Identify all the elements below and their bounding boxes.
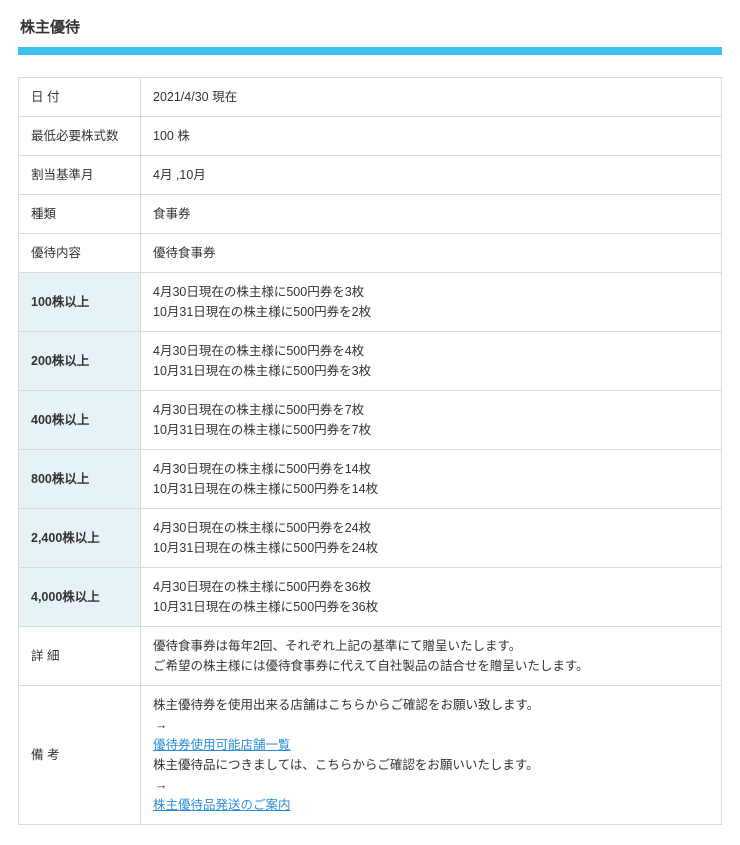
tier-row: 4,000株以上 4月30日現在の株主様に500円券を36枚 10月31日現在の… xyxy=(19,568,722,627)
label-date: 日 付 xyxy=(19,78,141,117)
arrow-icon: → xyxy=(153,715,709,735)
value-detail: 優待食事券は毎年2回、それぞれ上記の基準にて贈呈いたします。 ご希望の株主様には… xyxy=(141,627,722,686)
tier-line1: 4月30日現在の株主様に500円券を4枚 xyxy=(153,341,709,361)
arrow-icon: → xyxy=(153,775,709,795)
tier-line1: 4月30日現在の株主様に500円券を3枚 xyxy=(153,282,709,302)
shipping-link[interactable]: 株主優待品発送のご案内 xyxy=(153,798,291,812)
tier-line2: 10月31日現在の株主様に500円券を3枚 xyxy=(153,361,709,381)
value-notes: 株主優待券を使用出来る店舗はこちらからご確認をお願い致します。 → 優待券使用可能… xyxy=(141,686,722,825)
notes-line2-text: 株主優待品につきましては、こちらからご確認をお願いいたします。 xyxy=(153,755,709,775)
tier-line1: 4月30日現在の株主様に500円券を7枚 xyxy=(153,400,709,420)
row-kind: 種類 食事券 xyxy=(19,195,722,234)
detail-line2: ご希望の株主様には優待食事券に代えて自社製品の詰合せを贈呈いたします。 xyxy=(153,656,709,676)
tier-row: 400株以上 4月30日現在の株主様に500円券を7枚 10月31日現在の株主様… xyxy=(19,391,722,450)
tier-row: 100株以上 4月30日現在の株主様に500円券を3枚 10月31日現在の株主様… xyxy=(19,273,722,332)
label-kind: 種類 xyxy=(19,195,141,234)
tier-row: 800株以上 4月30日現在の株主様に500円券を14枚 10月31日現在の株主… xyxy=(19,450,722,509)
tier-label: 200株以上 xyxy=(19,332,141,391)
notes-line2: 株主優待品につきましては、こちらからご確認をお願いいたします。 → 株主優待品発送… xyxy=(153,755,709,815)
value-content: 優待食事券 xyxy=(141,234,722,273)
value-kind: 食事券 xyxy=(141,195,722,234)
tier-line1: 4月30日現在の株主様に500円券を14枚 xyxy=(153,459,709,479)
tier-line1: 4月30日現在の株主様に500円券を36枚 xyxy=(153,577,709,597)
tier-value: 4月30日現在の株主様に500円券を3枚 10月31日現在の株主様に500円券を… xyxy=(141,273,722,332)
tier-value: 4月30日現在の株主様に500円券を36枚 10月31日現在の株主様に500円券… xyxy=(141,568,722,627)
tier-line2: 10月31日現在の株主様に500円券を2枚 xyxy=(153,302,709,322)
value-base-month: 4月 ,10月 xyxy=(141,156,722,195)
notes-line1: 株主優待券を使用出来る店舗はこちらからご確認をお願い致します。 → 優待券使用可能… xyxy=(153,695,709,755)
row-detail: 詳 細 優待食事券は毎年2回、それぞれ上記の基準にて贈呈いたします。 ご希望の株… xyxy=(19,627,722,686)
tier-row: 200株以上 4月30日現在の株主様に500円券を4枚 10月31日現在の株主様… xyxy=(19,332,722,391)
row-min-shares: 最低必要株式数 100 株 xyxy=(19,117,722,156)
row-notes: 備 考 株主優待券を使用出来る店舗はこちらからご確認をお願い致します。 → 優待券… xyxy=(19,686,722,825)
label-content: 優待内容 xyxy=(19,234,141,273)
tier-value: 4月30日現在の株主様に500円券を14枚 10月31日現在の株主様に500円券… xyxy=(141,450,722,509)
tier-line2: 10月31日現在の株主様に500円券を14枚 xyxy=(153,479,709,499)
label-min-shares: 最低必要株式数 xyxy=(19,117,141,156)
detail-line1: 優待食事券は毎年2回、それぞれ上記の基準にて贈呈いたします。 xyxy=(153,636,709,656)
notes-line1-text: 株主優待券を使用出来る店舗はこちらからご確認をお願い致します。 xyxy=(153,695,709,715)
accent-bar xyxy=(18,47,722,55)
tier-line2: 10月31日現在の株主様に500円券を7枚 xyxy=(153,420,709,440)
label-notes: 備 考 xyxy=(19,686,141,825)
label-detail: 詳 細 xyxy=(19,627,141,686)
tier-label: 4,000株以上 xyxy=(19,568,141,627)
tier-line1: 4月30日現在の株主様に500円券を24枚 xyxy=(153,518,709,538)
tier-label: 800株以上 xyxy=(19,450,141,509)
tier-value: 4月30日現在の株主様に500円券を7枚 10月31日現在の株主様に500円券を… xyxy=(141,391,722,450)
tier-line2: 10月31日現在の株主様に500円券を36枚 xyxy=(153,597,709,617)
row-base-month: 割当基準月 4月 ,10月 xyxy=(19,156,722,195)
tier-row: 2,400株以上 4月30日現在の株主様に500円券を24枚 10月31日現在の… xyxy=(19,509,722,568)
benefit-table: 日 付 2021/4/30 現在 最低必要株式数 100 株 割当基準月 4月 … xyxy=(18,77,722,825)
row-content: 優待内容 優待食事券 xyxy=(19,234,722,273)
label-base-month: 割当基準月 xyxy=(19,156,141,195)
tier-label: 400株以上 xyxy=(19,391,141,450)
value-date: 2021/4/30 現在 xyxy=(141,78,722,117)
value-min-shares: 100 株 xyxy=(141,117,722,156)
tier-value: 4月30日現在の株主様に500円券を4枚 10月31日現在の株主様に500円券を… xyxy=(141,332,722,391)
tier-value: 4月30日現在の株主様に500円券を24枚 10月31日現在の株主様に500円券… xyxy=(141,509,722,568)
row-date: 日 付 2021/4/30 現在 xyxy=(19,78,722,117)
tier-label: 100株以上 xyxy=(19,273,141,332)
stores-link[interactable]: 優待券使用可能店舗一覧 xyxy=(153,738,291,752)
tier-line2: 10月31日現在の株主様に500円券を24枚 xyxy=(153,538,709,558)
tier-label: 2,400株以上 xyxy=(19,509,141,568)
page-title: 株主優待 xyxy=(18,10,722,47)
